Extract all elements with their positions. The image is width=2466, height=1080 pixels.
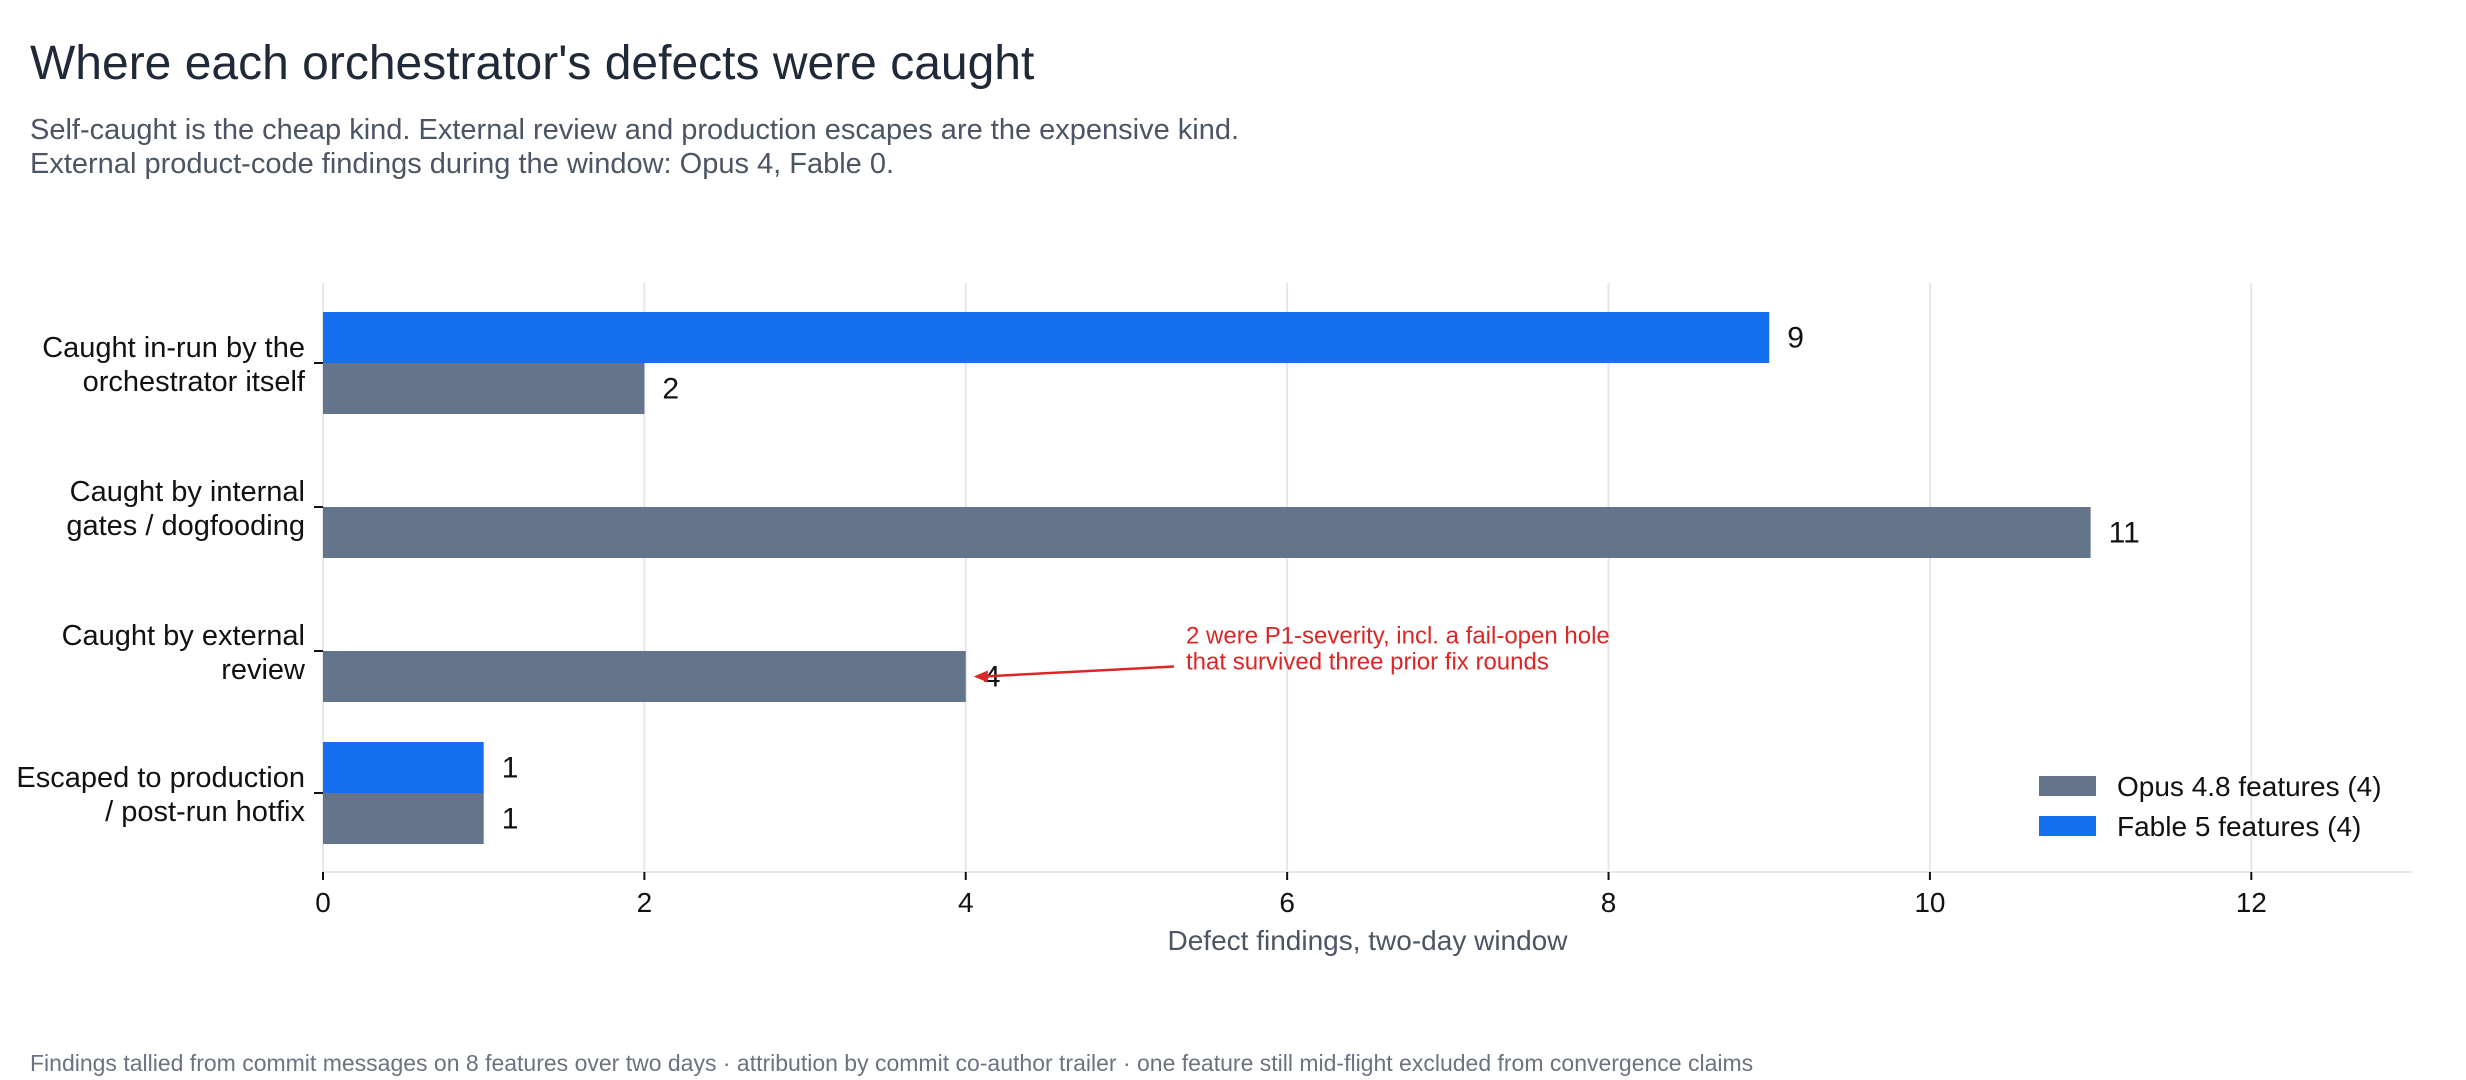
legend-swatch-fable: [2039, 816, 2096, 836]
chart-subtitle-line-1: Self-caught is the cheap kind. External …: [30, 114, 1240, 146]
bar-value-label-fable-3: 1: [502, 752, 519, 785]
x-tick-label-5: 10: [1914, 887, 1945, 918]
bar-fable-0: [323, 312, 1770, 363]
category-label-line: Caught by external: [62, 620, 305, 652]
x-tick-label-3: 6: [1279, 887, 1295, 918]
category-label-3: Escaped to production / post-run hotfix: [16, 762, 305, 828]
x-tick-label-2: 4: [958, 887, 974, 918]
bar-value-label-opus-0: 2: [662, 373, 679, 406]
category-label-line: gates / dogfooding: [66, 510, 305, 542]
category-label-0: Caught in-run by the orchestrator itself: [42, 332, 306, 398]
annotation-text-line: that survived three prior fix rounds: [1186, 649, 1549, 676]
bar-fable-3: [323, 742, 484, 793]
bar-opus-0: [323, 363, 645, 414]
annotation-text-line: 2 were P1-severity, incl. a fail-open ho…: [1186, 623, 1610, 650]
category-label-line: Caught by internal: [70, 476, 305, 508]
bar-value-label-opus-3: 1: [502, 803, 519, 836]
category-label-line: Caught in-run by the: [42, 332, 305, 364]
bar-opus-3: [323, 793, 484, 844]
legend-label-opus: Opus 4.8 features (4): [2117, 771, 2382, 802]
x-tick-label-4: 8: [1601, 887, 1617, 918]
category-label-line: review: [221, 654, 306, 686]
category-label-line: / post-run hotfix: [105, 796, 305, 828]
category-label-2: Caught by external review: [62, 620, 306, 686]
bar-value-label-opus-1: 11: [2109, 517, 2140, 550]
legend-swatch-opus: [2039, 776, 2096, 796]
x-tick-label-1: 2: [637, 887, 653, 918]
legend-label-fable: Fable 5 features (4): [2117, 811, 2361, 842]
annotation-text: 2 were P1-severity, incl. a fail-open ho…: [1186, 623, 1610, 676]
annotation-arrow-line: [983, 665, 1175, 678]
bar-value-label-fable-0: 9: [1787, 322, 1804, 355]
x-tick-label-0: 0: [315, 887, 331, 918]
chart-footnote: Findings tallied from commit messages on…: [30, 1050, 1754, 1076]
chart-title: Where each orchestrator's defects were c…: [30, 37, 1035, 90]
category-label-line: Escaped to production: [16, 762, 305, 794]
category-label-1: Caught by internal gates / dogfooding: [66, 476, 305, 542]
category-label-line: orchestrator itself: [83, 366, 306, 398]
bar-opus-2: [323, 651, 966, 702]
annotation-arrow-head: [973, 670, 988, 683]
x-tick-label-6: 12: [2236, 887, 2267, 918]
x-axis-label: Defect findings, two-day window: [1168, 925, 1569, 956]
chart-subtitle-line-2: External product-code findings during th…: [30, 148, 895, 180]
bar-opus-1: [323, 507, 2091, 558]
